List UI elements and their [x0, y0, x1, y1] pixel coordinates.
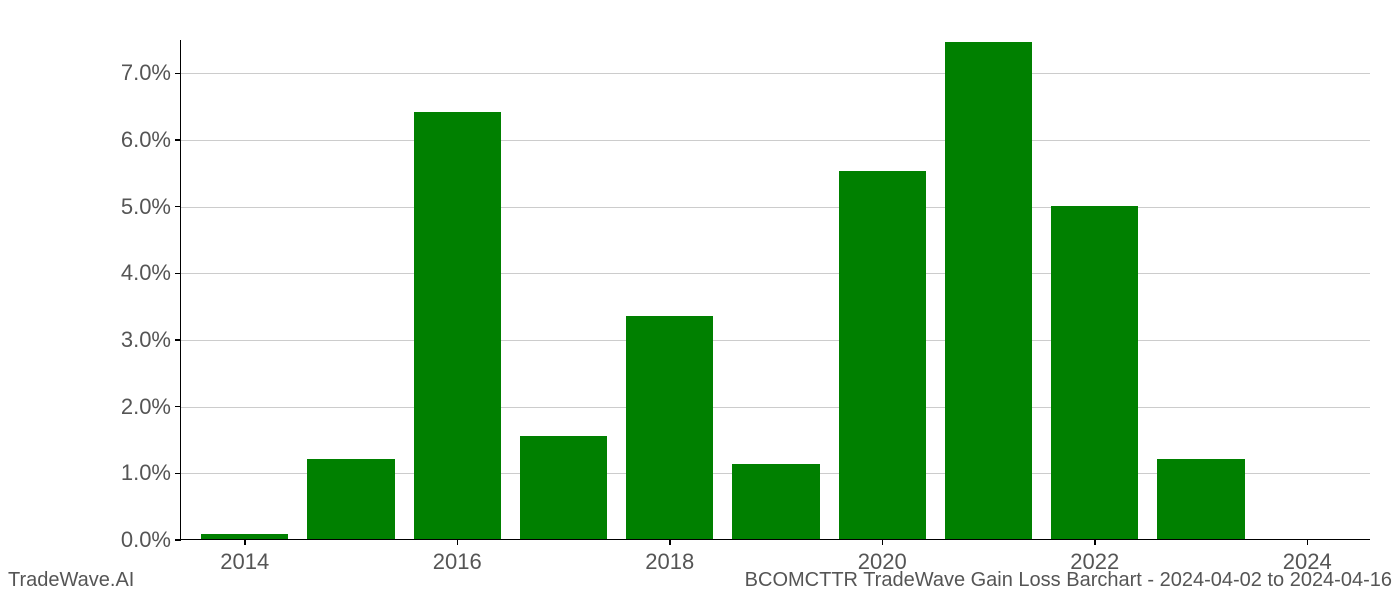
bar-chart: 0.0%1.0%2.0%3.0%4.0%5.0%6.0%7.0%20142016… [180, 40, 1370, 540]
y-tick-mark [175, 473, 181, 475]
bar [414, 112, 501, 539]
x-tick-mark [1307, 539, 1309, 545]
gridline [181, 407, 1370, 408]
y-tick-mark [175, 273, 181, 275]
gridline [181, 140, 1370, 141]
x-tick-mark [244, 539, 246, 545]
bar [307, 459, 394, 539]
y-tick-label: 5.0% [121, 194, 171, 220]
bar [945, 42, 1032, 539]
footer-right-text: BCOMCTTR TradeWave Gain Loss Barchart - … [745, 569, 1392, 592]
bar [1051, 206, 1138, 539]
bar [732, 464, 819, 539]
plot-area: 0.0%1.0%2.0%3.0%4.0%5.0%6.0%7.0%20142016… [180, 40, 1370, 540]
gridline [181, 273, 1370, 274]
y-tick-mark [175, 73, 181, 75]
footer-left-text: TradeWave.AI [8, 569, 134, 592]
bar [839, 171, 926, 539]
y-tick-mark [175, 139, 181, 141]
x-tick-mark [669, 539, 671, 545]
y-tick-label: 1.0% [121, 460, 171, 486]
gridline [181, 340, 1370, 341]
bar [1157, 459, 1244, 539]
y-tick-label: 2.0% [121, 394, 171, 420]
x-tick-label: 2014 [220, 549, 269, 575]
gridline [181, 73, 1370, 74]
y-tick-label: 0.0% [121, 527, 171, 553]
y-tick-mark [175, 206, 181, 208]
x-tick-mark [457, 539, 459, 545]
y-tick-label: 6.0% [121, 127, 171, 153]
y-tick-mark [175, 406, 181, 408]
x-tick-mark [1094, 539, 1096, 545]
bar [520, 436, 607, 539]
y-tick-label: 7.0% [121, 60, 171, 86]
y-tick-label: 4.0% [121, 260, 171, 286]
y-tick-mark [175, 339, 181, 341]
x-tick-mark [882, 539, 884, 545]
gridline [181, 207, 1370, 208]
x-tick-label: 2018 [645, 549, 694, 575]
y-tick-label: 3.0% [121, 327, 171, 353]
x-tick-label: 2016 [433, 549, 482, 575]
bar [626, 316, 713, 539]
y-tick-mark [175, 539, 181, 541]
